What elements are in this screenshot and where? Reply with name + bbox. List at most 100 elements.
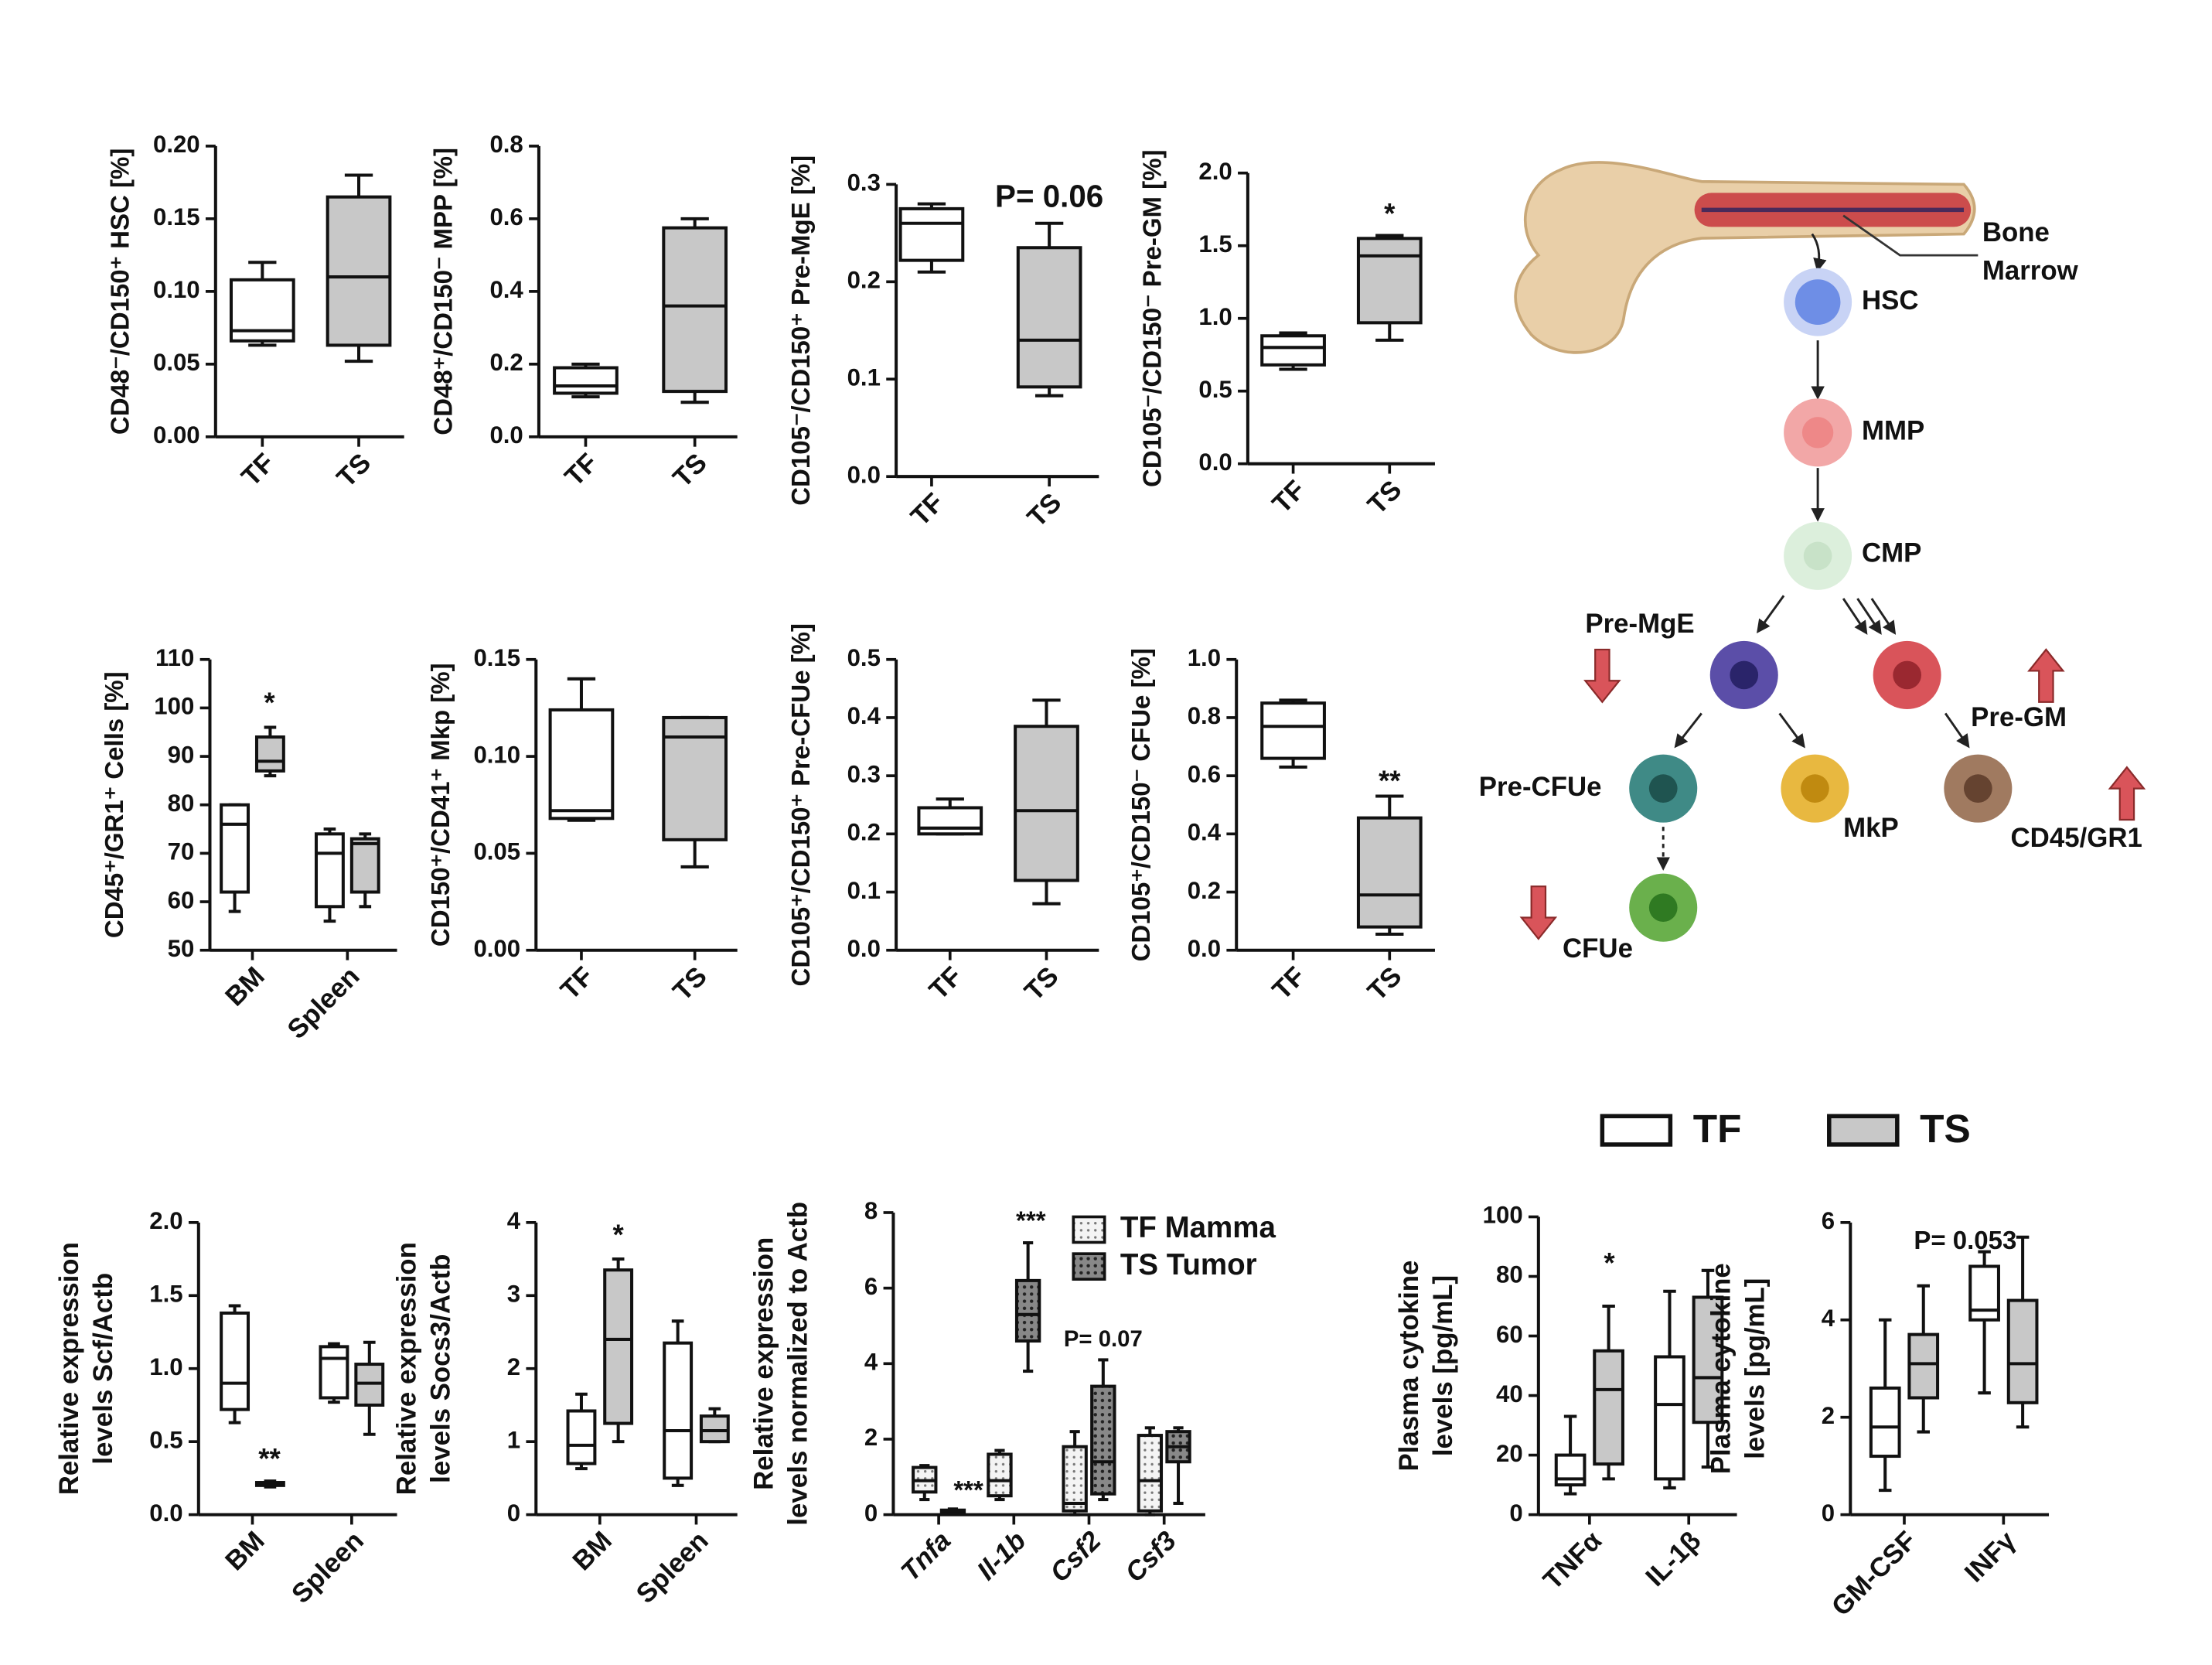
- diagram: Bone Marrow HSC MMP CMP Pre-MgE Pre-GM P…: [1479, 161, 2146, 964]
- y-tick-label: 0.2: [847, 267, 881, 294]
- chart-panel: 0.0 0.1 0.2 0.3 TF TS CD105⁻/CD150⁺ Pre-MgE [%…: [786, 155, 1103, 533]
- box: [220, 803, 251, 894]
- box: [2006, 1298, 2039, 1404]
- y-axis-label: Relative expression: [391, 1242, 421, 1495]
- cell-core: [1893, 660, 1921, 690]
- box: [898, 206, 965, 262]
- legend-label: TF: [1693, 1107, 1742, 1151]
- x-tick-label: Il-1b: [971, 1526, 1031, 1586]
- box: [1356, 237, 1423, 325]
- y-tick-label: 1.5: [149, 1281, 182, 1308]
- x-tick-label: INFγ: [1959, 1525, 2022, 1588]
- y-tick-label: 0.5: [149, 1426, 182, 1453]
- legend-label: TF Mamma: [1120, 1211, 1276, 1244]
- cells: [1629, 268, 2013, 942]
- box: [1062, 1445, 1088, 1513]
- bone: [1514, 161, 1976, 354]
- x-tick-label: Csf2: [1045, 1525, 1107, 1588]
- x-tick-label: Tnfa: [895, 1526, 957, 1588]
- x-tick-label: IL-1β: [1640, 1526, 1706, 1592]
- chart-panel: 0 1 2 3 4 BM Spleen Relative expression levels S…: [391, 1207, 738, 1609]
- y-tick-label: 0.1: [847, 877, 881, 904]
- x-tick-label: Spleen: [630, 1526, 714, 1609]
- legend-swatch: [1072, 1215, 1106, 1244]
- cell-core: [1648, 774, 1678, 803]
- y-tick-label: 1.0: [1198, 303, 1232, 330]
- box: [1593, 1349, 1624, 1466]
- y-tick-label: 0: [864, 1500, 878, 1527]
- y-tick-label: 0: [507, 1500, 520, 1527]
- x-tick-label: TS: [1362, 475, 1407, 520]
- y-axis-label: Plasma cytokine: [1706, 1263, 1736, 1474]
- y-tick-label: 0.15: [153, 203, 200, 230]
- y-tick-label: 0.20: [153, 131, 200, 158]
- y-axis-label: levels normalized to Actb: [783, 1202, 813, 1526]
- arrows: [1656, 233, 1970, 871]
- legend-label: TS Tumor: [1120, 1248, 1257, 1281]
- x-tick-label: BM: [220, 961, 271, 1012]
- y-tick-label: 90: [168, 741, 195, 768]
- box: [662, 226, 728, 394]
- x-tick-label: BM: [567, 1526, 618, 1577]
- y-tick-label: 0.0: [847, 935, 881, 962]
- y-tick-label: 0.8: [1188, 702, 1221, 729]
- chart-panel: 50 60 70 80 90 100 110 BM Spleen CD45⁺/GR1⁺ Cells…: [100, 644, 397, 1045]
- x-tick-label: TNFα: [1537, 1525, 1607, 1595]
- box: [314, 832, 345, 909]
- y-axis-label: CD48⁺/CD150⁻ MPP [%]: [429, 148, 458, 435]
- y-axis-label: CD45⁺/GR1⁺ Cells [%]: [100, 671, 128, 938]
- y-tick-label: 6: [864, 1273, 878, 1300]
- box: [566, 1409, 597, 1465]
- cell-core: [1648, 893, 1678, 923]
- annotation: P= 0.07: [1064, 1326, 1143, 1352]
- node-label: CFUe: [1563, 933, 1633, 964]
- chart-panel: 0.0 0.1 0.2 0.3 0.4 0.5 TF TS CD105⁺/CD150⁺ Pre-…: [786, 623, 1099, 1007]
- y-axis-label: CD48⁻/CD150⁺ HSC [%]: [105, 148, 134, 435]
- y-axis-label: Relative expression: [749, 1237, 779, 1490]
- y-tick-label: 6: [1822, 1207, 1835, 1234]
- box: [1260, 334, 1326, 367]
- y-tick-label: 100: [154, 693, 194, 720]
- box: [1090, 1384, 1116, 1496]
- y-tick-label: 1.5: [1198, 230, 1232, 258]
- annotation: *: [1384, 197, 1396, 229]
- box: [1869, 1386, 1901, 1459]
- y-tick-label: 20: [1496, 1440, 1523, 1467]
- annotation: *: [613, 1219, 625, 1250]
- x-tick-label: TF: [1266, 475, 1311, 520]
- node-label: CD45/GR1: [2011, 823, 2142, 853]
- y-axis-label: CD105⁻/CD150⁺ Pre-MgE [%]: [786, 155, 815, 506]
- y-axis-label: levels [pg/mL]: [1740, 1278, 1770, 1459]
- y-tick-label: 0: [1822, 1500, 1835, 1527]
- y-tick-label: 0.5: [847, 644, 881, 671]
- y-tick-label: 50: [168, 935, 195, 962]
- y-axis-label: CD105⁺/CD150⁺ Pre-CFUe [%]: [786, 623, 815, 986]
- x-tick-label: TF: [1266, 961, 1311, 1006]
- y-axis-label: CD105⁺/CD150⁻ CFUe [%]: [1126, 648, 1155, 961]
- box: [319, 1345, 349, 1400]
- x-tick-label: TS: [1019, 961, 1065, 1007]
- annotation: **: [1379, 765, 1401, 797]
- x-tick-label: BM: [220, 1526, 271, 1577]
- x-tick-label: TF: [905, 487, 949, 532]
- box: [1014, 1278, 1041, 1343]
- y-tick-label: 4: [507, 1207, 521, 1234]
- y-tick-label: 0.00: [473, 935, 520, 962]
- box: [663, 1341, 694, 1480]
- y-tick-label: 4: [1822, 1305, 1835, 1332]
- y-tick-label: 8: [864, 1197, 878, 1224]
- y-tick-label: 0.2: [489, 349, 523, 376]
- y-axis-label: CD105⁻/CD150⁻ Pre-GM [%]: [1138, 149, 1167, 486]
- y-axis-label: Relative expression: [54, 1242, 84, 1495]
- y-axis-label: levels [pg/mL]: [1428, 1275, 1458, 1456]
- y-tick-label: 60: [1496, 1321, 1523, 1348]
- chart-panel: 0 2 4 6 8 Tnfa Il-1b Csf2 Csf3 Relative expressio…: [749, 1197, 1276, 1588]
- y-tick-label: 0.8: [489, 131, 523, 158]
- x-tick-label: Spleen: [286, 1526, 370, 1609]
- y-tick-label: 0: [1509, 1500, 1522, 1527]
- y-tick-label: 2.0: [1198, 158, 1232, 185]
- x-tick-label: TF: [923, 961, 968, 1006]
- y-tick-label: 0.10: [153, 276, 200, 303]
- y-tick-label: 3: [507, 1281, 520, 1308]
